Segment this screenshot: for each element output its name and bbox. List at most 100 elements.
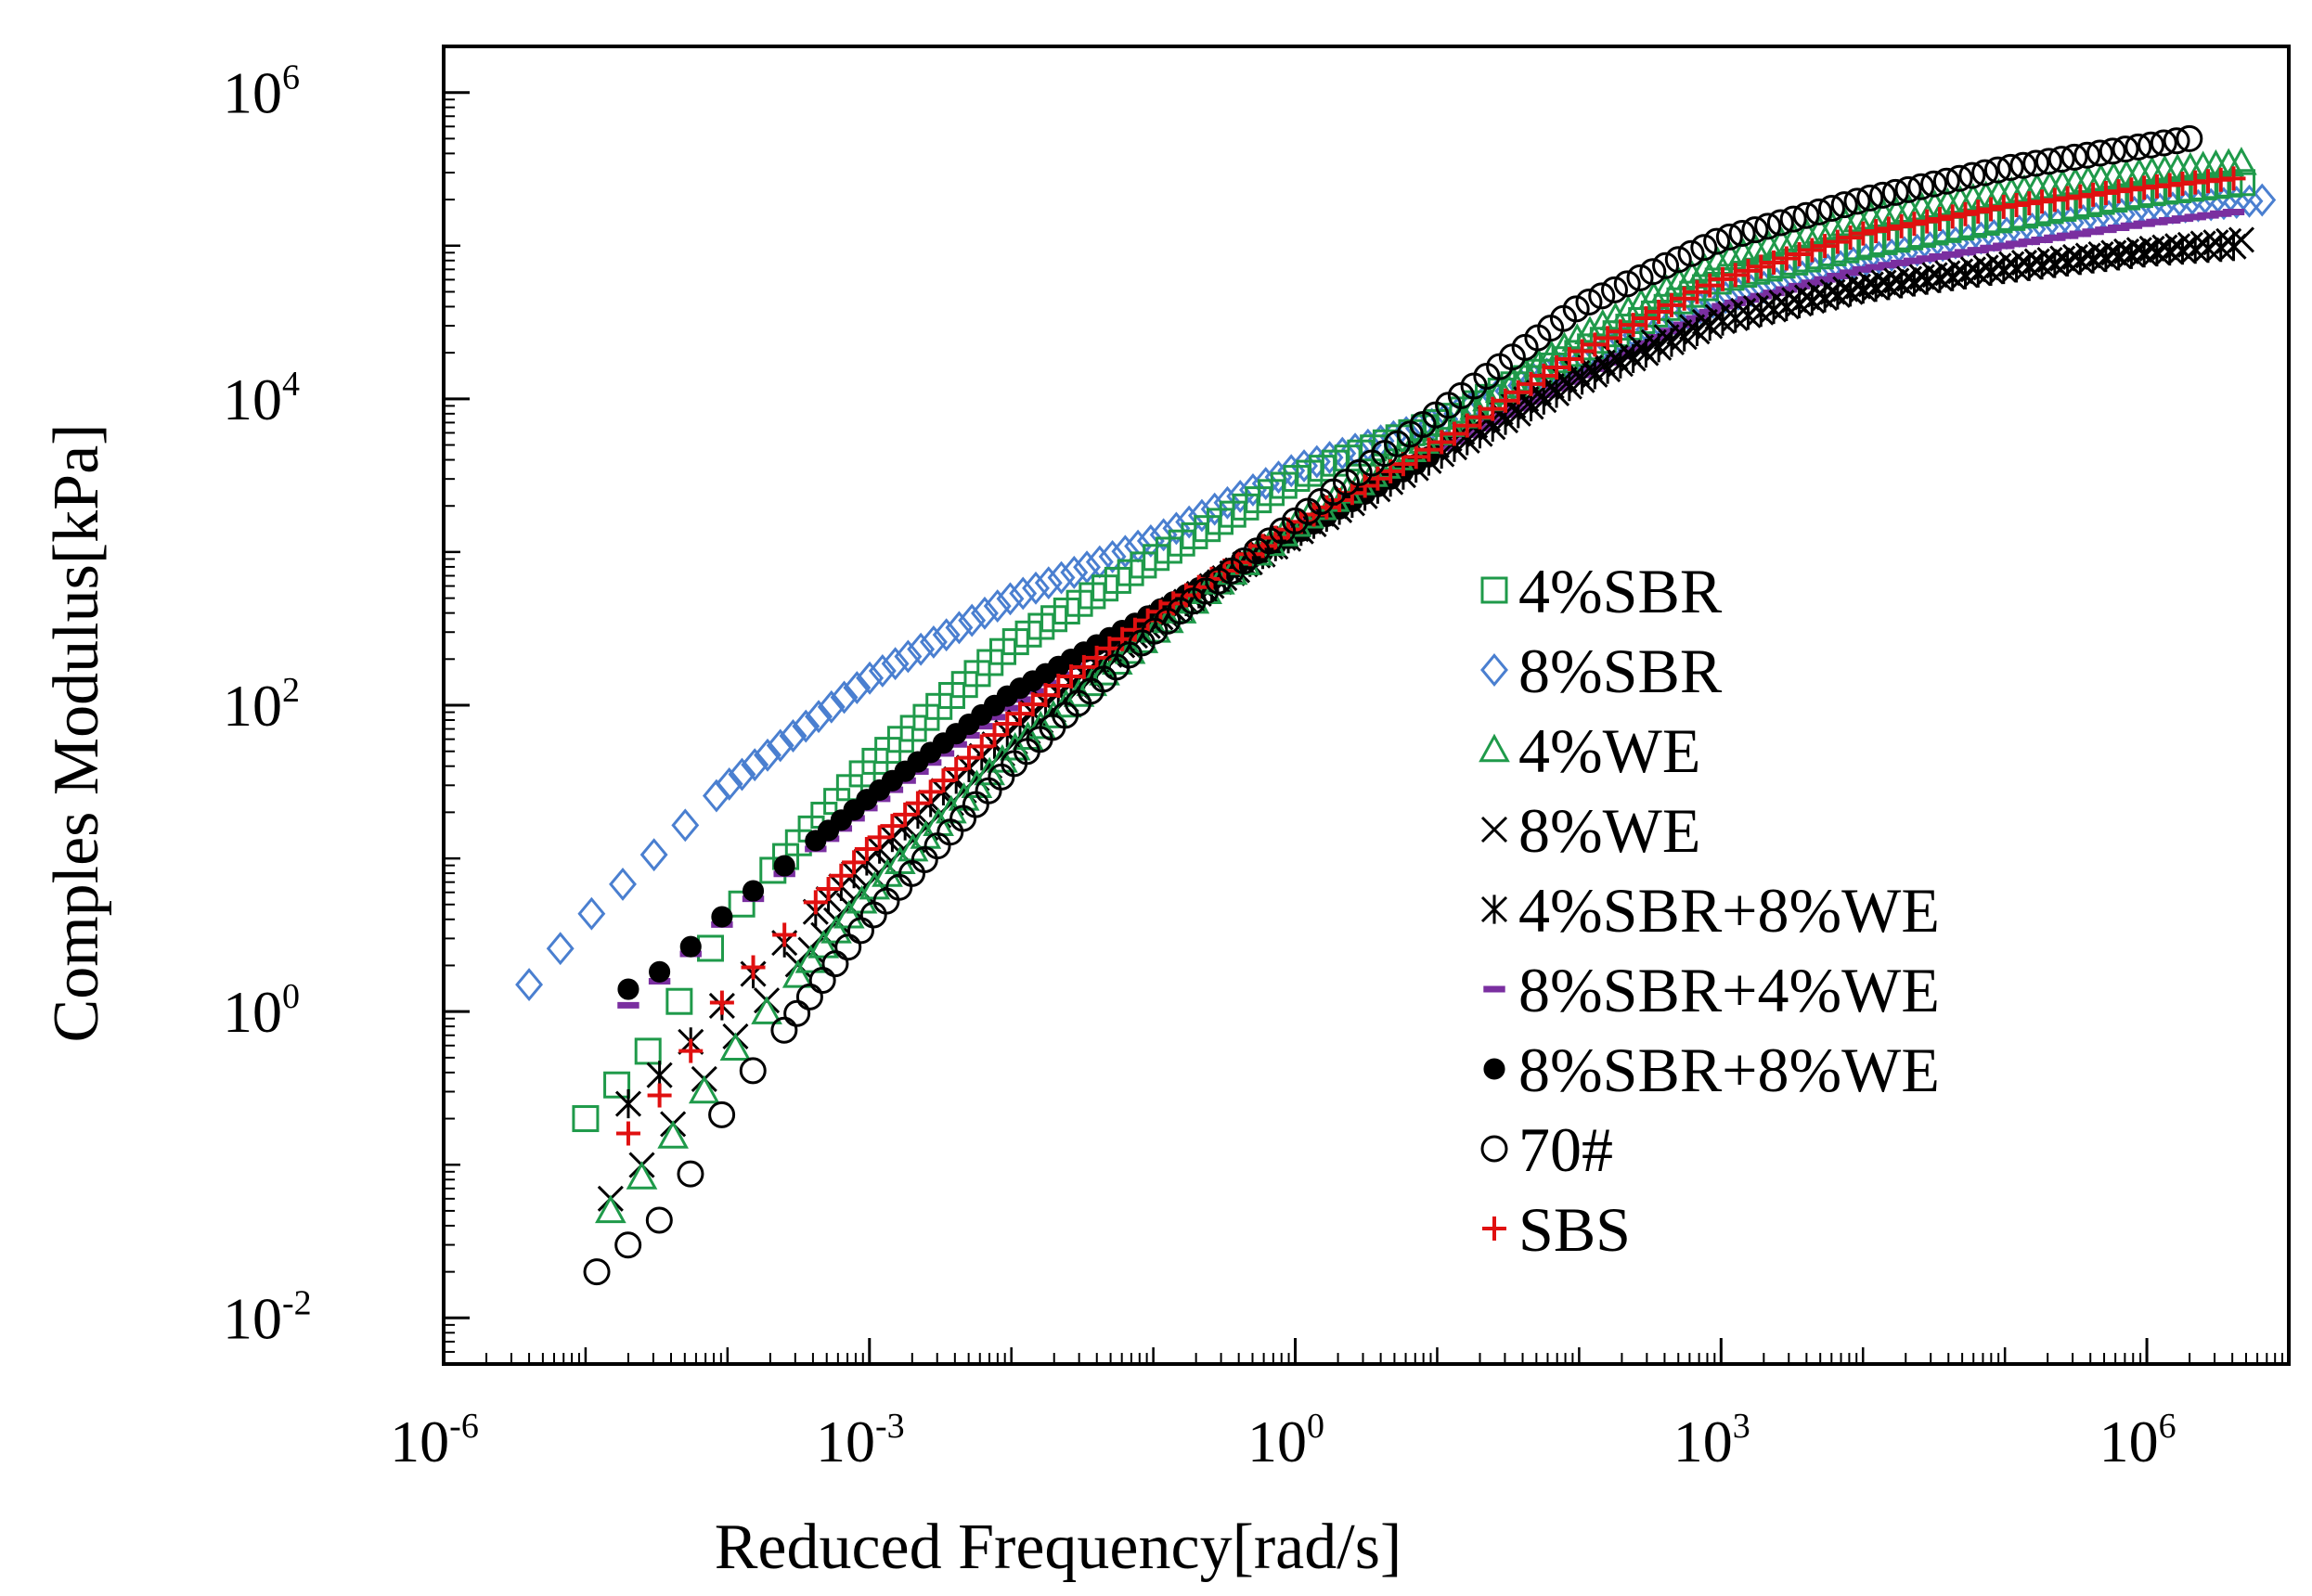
data-point bbox=[1073, 550, 1102, 585]
data-point bbox=[1927, 206, 1952, 231]
legend-item: 70# bbox=[1480, 1114, 1613, 1185]
data-point bbox=[1136, 524, 1165, 558]
data-point bbox=[739, 1057, 767, 1085]
data-point bbox=[583, 1258, 611, 1286]
data-point bbox=[1727, 238, 1760, 266]
data-point bbox=[741, 955, 766, 980]
data-point bbox=[1663, 266, 1696, 296]
data-point bbox=[1830, 191, 1858, 219]
data-point bbox=[817, 689, 846, 724]
data-point bbox=[1033, 683, 1058, 708]
data-point bbox=[728, 757, 756, 792]
plot-area bbox=[515, 124, 2277, 1286]
data-point bbox=[1766, 209, 1794, 237]
legend-item: 4%SBR+8%WE bbox=[1480, 875, 1940, 946]
data-point bbox=[2125, 133, 2152, 161]
data-point bbox=[803, 890, 828, 915]
data-point bbox=[741, 748, 769, 782]
data-point bbox=[1599, 302, 1632, 331]
legend-label: 8%WE bbox=[1518, 795, 1700, 866]
data-point bbox=[1098, 539, 1127, 573]
data-point bbox=[1595, 326, 1621, 351]
data-point bbox=[1803, 214, 1836, 244]
data-point bbox=[1677, 239, 1705, 267]
data-point bbox=[754, 738, 781, 772]
data-point bbox=[2131, 238, 2158, 268]
data-point bbox=[867, 825, 892, 850]
data-point bbox=[956, 745, 981, 770]
data-point bbox=[615, 1121, 640, 1146]
data-point bbox=[1454, 413, 1479, 438]
axes: 10-6 10-3 100 103 106 10-2 100 102 104 106 bbox=[223, 45, 2291, 1474]
data-point bbox=[834, 933, 862, 961]
data-point bbox=[1715, 223, 1743, 251]
data-point bbox=[1659, 292, 1684, 317]
data-point bbox=[1586, 308, 1619, 338]
legend-label: 4%WE bbox=[1518, 715, 1700, 786]
data-point bbox=[1685, 279, 1710, 304]
data-point bbox=[880, 814, 905, 839]
data-point bbox=[1646, 333, 1673, 363]
data-point bbox=[1996, 153, 2024, 181]
data-point bbox=[792, 709, 820, 743]
data-point bbox=[868, 654, 897, 688]
data-point bbox=[1531, 385, 1557, 415]
data-point bbox=[1736, 258, 1761, 283]
data-point bbox=[647, 1083, 672, 1108]
data-point bbox=[1633, 339, 1660, 368]
data-point bbox=[1940, 204, 1965, 229]
data-point bbox=[1034, 566, 1063, 600]
data-point bbox=[1493, 388, 1518, 413]
data-point bbox=[2156, 236, 2183, 266]
data-point bbox=[1111, 534, 1140, 569]
legend-item: 8%SBR+4%WE bbox=[1483, 955, 1940, 1025]
data-point bbox=[1647, 299, 1672, 324]
y-tick-label: 10-2 bbox=[223, 1283, 312, 1351]
data-point bbox=[781, 959, 814, 988]
data-point bbox=[2009, 151, 2037, 179]
data-point bbox=[1595, 354, 1621, 384]
data-point bbox=[719, 1032, 752, 1062]
series-4%SBR bbox=[572, 169, 2256, 1133]
data-point bbox=[1607, 349, 1634, 379]
data-point bbox=[2073, 141, 2101, 169]
data-point bbox=[1658, 328, 1686, 357]
data-point bbox=[1816, 211, 1849, 240]
data-point bbox=[1931, 187, 1964, 216]
data-point bbox=[2034, 148, 2062, 175]
y-axis-label: Comples Modulus[kPa] bbox=[41, 424, 112, 1043]
legend-marker bbox=[1480, 653, 1508, 687]
data-point bbox=[1046, 674, 1071, 699]
data-point bbox=[2176, 124, 2203, 152]
data-point bbox=[1684, 316, 1711, 346]
data-point bbox=[1851, 221, 1876, 246]
data-point bbox=[677, 1160, 704, 1188]
data-point bbox=[1829, 207, 1862, 237]
data-point bbox=[807, 929, 840, 959]
data-point bbox=[1958, 161, 1986, 189]
data-point bbox=[958, 603, 987, 637]
data-point bbox=[1915, 209, 1940, 234]
data-point bbox=[708, 1100, 736, 1128]
data-point bbox=[842, 850, 867, 875]
data-point bbox=[2207, 233, 2234, 263]
data-point bbox=[1582, 332, 1608, 357]
data-point bbox=[2022, 149, 2050, 177]
y-tick-label: 102 bbox=[223, 671, 300, 739]
data-point bbox=[1226, 479, 1255, 513]
data-point bbox=[1480, 396, 1505, 421]
data-point bbox=[996, 582, 1025, 616]
data-point bbox=[1944, 185, 1976, 214]
data-point bbox=[995, 711, 1020, 736]
legend-item: 4%SBR bbox=[1480, 556, 1723, 626]
data-point bbox=[1085, 545, 1114, 579]
data-point bbox=[1880, 196, 1913, 225]
data-point bbox=[742, 880, 765, 902]
data-point bbox=[572, 1105, 600, 1133]
legend-label: 8%SBR+4%WE bbox=[1518, 955, 1940, 1025]
data-point bbox=[975, 777, 1002, 804]
series-SBS bbox=[615, 166, 2246, 1146]
data-point bbox=[614, 1231, 642, 1259]
data-point bbox=[639, 838, 668, 872]
data-point bbox=[1945, 164, 1973, 192]
